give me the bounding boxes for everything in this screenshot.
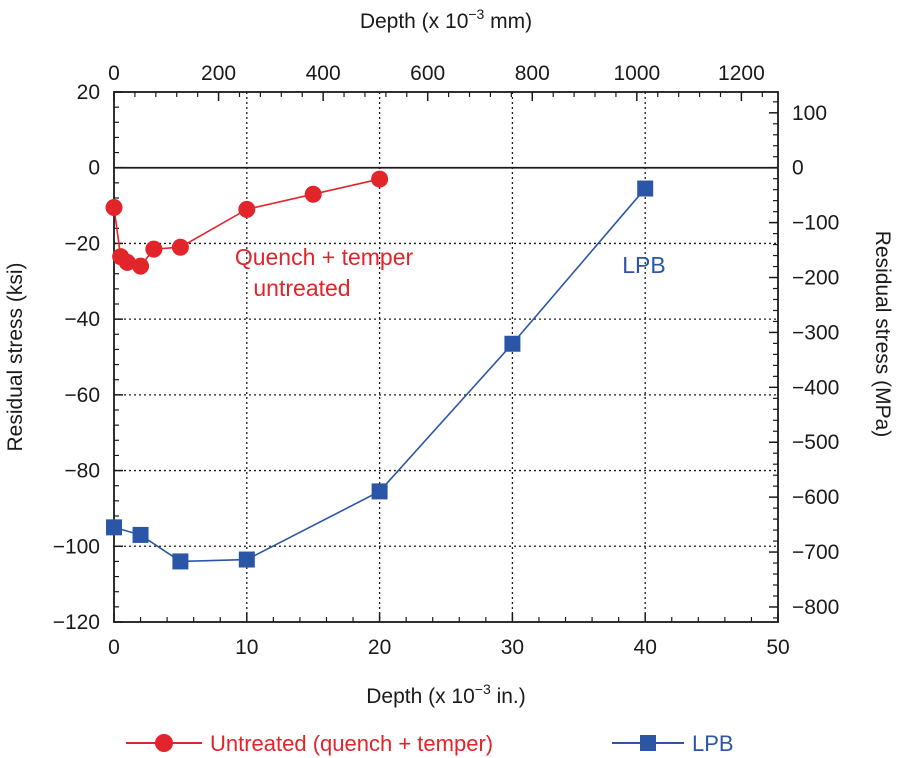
top-x-axis-title: Depth (x 10−3 mm) — [360, 6, 532, 33]
untreated-point — [171, 238, 189, 256]
legend-lpb-marker — [640, 735, 656, 751]
untreated-point — [145, 240, 163, 258]
right-y-tick-label: 0 — [792, 157, 804, 180]
x-tick-label: 30 — [501, 636, 524, 659]
top-x-tick-label: 600 — [410, 62, 445, 85]
legend-lpb-label: LPB — [692, 731, 734, 756]
x-tick-label: 10 — [235, 636, 258, 659]
lpb-point — [106, 519, 122, 536]
right-y-tick-label: 100 — [792, 102, 827, 125]
untreated-point — [118, 253, 136, 271]
x-tick-label: 0 — [108, 636, 120, 659]
lpb-point — [504, 335, 521, 352]
right-y-tick-label: −100 — [792, 212, 839, 235]
y-tick-label: −40 — [64, 308, 100, 331]
x-tick-label: 40 — [634, 636, 657, 659]
lpb-point — [132, 526, 149, 543]
y-tick-label: −100 — [53, 535, 100, 558]
untreated-point — [105, 198, 123, 216]
top-x-tick-label: 1200 — [718, 62, 765, 85]
right-y-tick-label: −200 — [792, 267, 839, 290]
data-series — [105, 170, 654, 570]
lpb-point — [637, 180, 654, 197]
right-y-tick-label: −300 — [792, 321, 839, 344]
right-y-tick-label: −500 — [792, 431, 839, 454]
top-x-tick-label: 0 — [108, 62, 120, 85]
quench-temper-annotation: Quench + temper — [235, 244, 414, 270]
untreated-point — [132, 257, 150, 275]
untreated-point — [371, 170, 389, 188]
lpb-point — [172, 553, 189, 570]
right-y-axis-title: Residual stress (MPa) — [871, 231, 894, 438]
untreated-point — [304, 185, 322, 203]
x-tick-label: 50 — [766, 636, 789, 659]
top-x-tick-label: 800 — [515, 62, 550, 85]
top-x-tick-label: 1000 — [613, 62, 660, 85]
right-y-tick-label: −800 — [792, 596, 839, 619]
y-tick-label: 20 — [77, 81, 100, 104]
top-x-tick-label: 200 — [201, 62, 236, 85]
y-tick-label: −20 — [64, 232, 100, 255]
right-y-tick-label: −600 — [792, 486, 839, 509]
y-tick-label: −60 — [64, 384, 100, 407]
lpb-point — [238, 551, 255, 568]
y-tick-label: −120 — [53, 611, 100, 634]
legend: Untreated (quench + temper) LPB — [126, 731, 734, 756]
left-y-axis-title: Residual stress (ksi) — [4, 262, 27, 451]
right-y-tick-label: −400 — [792, 376, 839, 399]
y-tick-label: −80 — [64, 460, 100, 483]
plot-frame — [113, 91, 779, 623]
legend-untreated-marker — [155, 734, 173, 752]
untreated-point — [238, 200, 256, 218]
axes: 0 10 20 30 40 500 200 400 600 800 1000 1200−120−100… — [53, 62, 840, 659]
x-tick-label: 20 — [368, 636, 391, 659]
y-tick-label: 0 — [88, 157, 100, 180]
untreated-annotation: untreated — [253, 275, 350, 301]
legend-untreated-label: Untreated (quench + temper) — [210, 731, 493, 756]
top-x-tick-label: 400 — [306, 62, 341, 85]
lpb-point — [371, 483, 388, 500]
grid-lines — [114, 92, 778, 622]
lpb-annotation: LPB — [622, 252, 665, 278]
right-y-tick-label: −700 — [792, 541, 839, 564]
bottom-x-axis-title: Depth (x 10−3 in.) — [366, 681, 526, 708]
